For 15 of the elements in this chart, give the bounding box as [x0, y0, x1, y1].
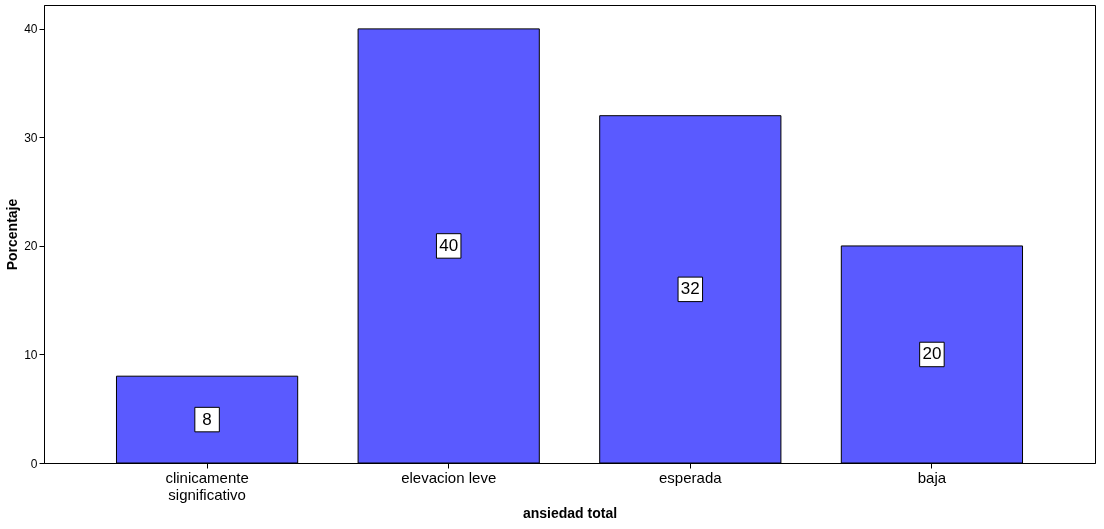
data-label: 20 [922, 344, 942, 364]
y-tick-label: 10 [24, 347, 38, 362]
data-label: 8 [202, 409, 212, 429]
x-axis-title: ansiedad total [522, 504, 618, 521]
x-tick-label: clinicamente significativo [165, 468, 249, 503]
y-tick-label: 0 [30, 456, 38, 471]
x-tick-label: esperada [659, 468, 723, 486]
x-tick-label: elevacion leve [401, 468, 497, 486]
data-label: 40 [439, 235, 459, 255]
y-tick-label: 40 [24, 22, 38, 37]
data-label: 32 [680, 279, 700, 299]
x-tick-label: baja [917, 468, 947, 486]
y-axis-title: Porcentaje [4, 198, 21, 271]
y-tick-label: 30 [24, 130, 38, 145]
y-tick-label: 20 [24, 239, 38, 254]
